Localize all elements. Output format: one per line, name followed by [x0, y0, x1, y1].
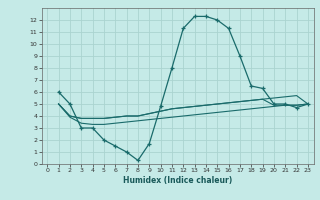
X-axis label: Humidex (Indice chaleur): Humidex (Indice chaleur) [123, 176, 232, 185]
